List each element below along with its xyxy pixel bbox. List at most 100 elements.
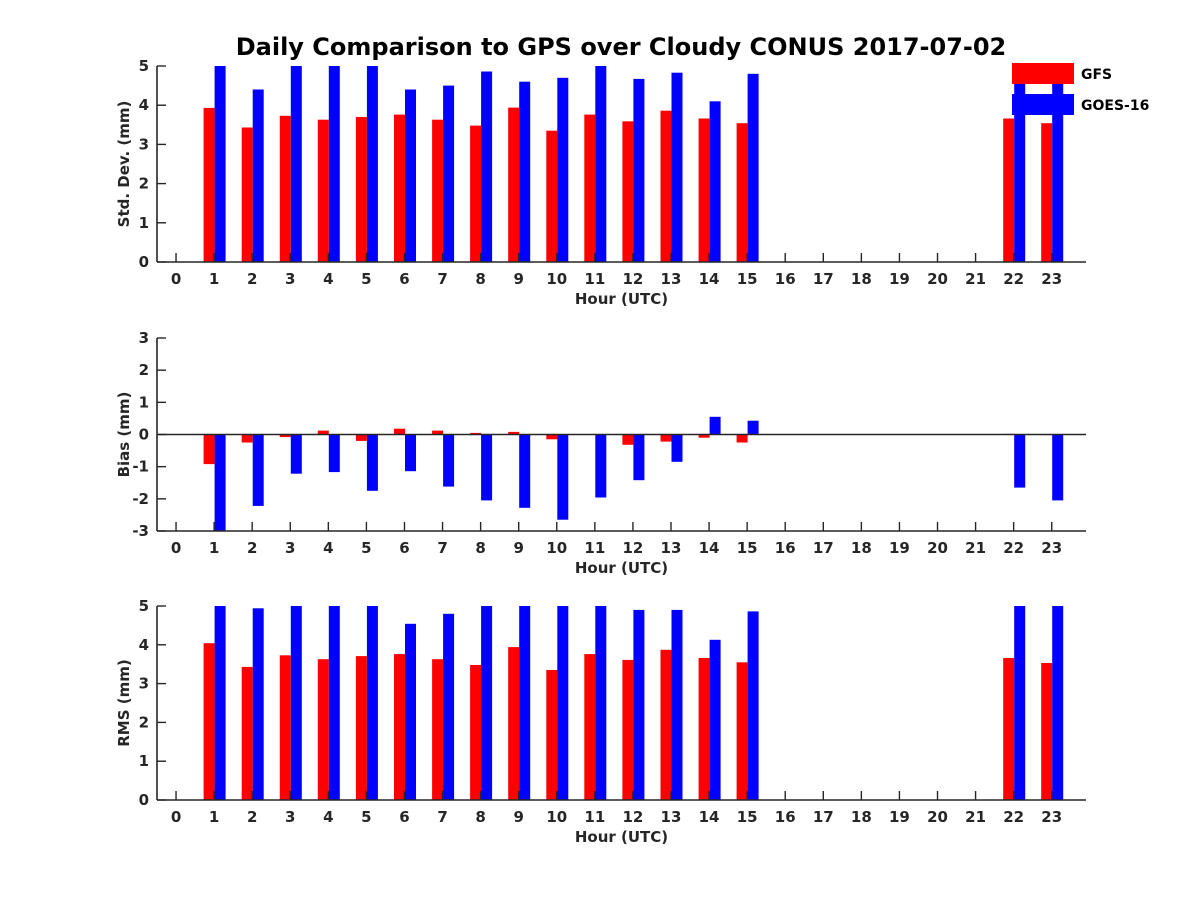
x-tick-label: 6 (399, 539, 409, 557)
x-tick-label: 2 (247, 270, 257, 288)
x-tick-label: 6 (399, 808, 409, 826)
bar-goes-16-7 (443, 434, 455, 487)
bar-goes-16-22 (1014, 606, 1026, 800)
x-tick-label: 14 (699, 808, 720, 826)
y-tick-label: 3 (139, 135, 149, 153)
x-tick-label: 15 (737, 808, 758, 826)
x-tick-label: 12 (622, 270, 643, 288)
bar-goes-16-2 (252, 608, 264, 800)
x-tick-label: 8 (475, 539, 485, 557)
bar-goes-16-3 (290, 434, 302, 474)
x-tick-label: 20 (927, 539, 948, 557)
bar-goes-16-10 (557, 434, 569, 520)
x-tick-label: 5 (361, 539, 371, 557)
x-tick-label: 20 (927, 808, 948, 826)
x-tick-label: 23 (1041, 270, 1062, 288)
x-axis-label: Hour (UTC) (575, 290, 668, 308)
x-tick-label: 10 (546, 808, 567, 826)
bar-goes-16-4 (328, 606, 340, 800)
bar-goes-16-15 (747, 73, 759, 262)
x-tick-label: 3 (285, 808, 295, 826)
bar-goes-16-10 (557, 77, 569, 262)
bar-goes-16-5 (366, 606, 378, 800)
x-tick-label: 9 (513, 539, 523, 557)
legend: GFS GOES-16 (1012, 63, 1149, 115)
x-tick-label: 4 (323, 808, 333, 826)
x-tick-label: 21 (965, 270, 986, 288)
bar-goes-16-9 (519, 606, 531, 800)
x-tick-label: 7 (437, 539, 447, 557)
bar-goes-16-8 (481, 606, 493, 800)
bar-gfs-11 (584, 654, 596, 800)
bar-gfs-13 (660, 649, 672, 800)
bar-goes-16-3 (290, 66, 302, 262)
y-axis-label: Std. Dev. (mm) (115, 101, 133, 228)
bar-gfs-2 (241, 666, 253, 800)
bar-goes-16-13 (671, 72, 683, 262)
bar-gfs-13 (660, 110, 672, 262)
x-tick-label: 19 (889, 539, 910, 557)
y-tick-label: 1 (139, 393, 149, 411)
bar-goes-16-11 (595, 606, 607, 800)
x-tick-label: 22 (1003, 270, 1024, 288)
bar-goes-16-15 (747, 611, 759, 800)
bar-goes-16-12 (633, 78, 645, 263)
bar-gfs-6 (394, 654, 405, 800)
bar-gfs-14 (698, 434, 710, 438)
x-tick-label: 16 (775, 808, 796, 826)
y-tick-label: -1 (132, 458, 149, 476)
x-tick-label: 9 (513, 270, 523, 288)
bar-goes-16-2 (252, 89, 264, 262)
x-tick-label: 4 (323, 539, 333, 557)
bar-gfs-5 (355, 434, 367, 441)
bar-goes-16-11 (595, 434, 607, 498)
bar-goes-16-6 (405, 434, 416, 472)
bar-goes-16-14 (709, 416, 721, 435)
bar-goes-16-23 (1052, 66, 1064, 262)
bar-goes-16-1 (214, 66, 226, 262)
x-tick-label: 16 (775, 539, 796, 557)
bar-gfs-11 (584, 114, 596, 262)
y-tick-label: 0 (139, 791, 149, 809)
bar-gfs-12 (622, 434, 634, 445)
legend-swatch-goes-16 (1012, 94, 1074, 115)
y-tick-label: 0 (139, 253, 149, 271)
x-tick-label: 19 (889, 808, 910, 826)
y-tick-label: 5 (139, 597, 149, 615)
bar-gfs-6 (394, 114, 405, 262)
bar-gfs-15 (736, 434, 748, 443)
bar-gfs-14 (698, 118, 710, 262)
bar-gfs-9 (508, 431, 520, 435)
x-tick-label: 22 (1003, 808, 1024, 826)
x-tick-label: 8 (475, 270, 485, 288)
x-tick-label: 11 (584, 270, 605, 288)
x-tick-label: 7 (437, 808, 447, 826)
bar-gfs-3 (279, 655, 291, 800)
bar-gfs-5 (355, 656, 367, 800)
y-axis-label: RMS (mm) (115, 659, 133, 746)
x-tick-label: 14 (699, 539, 720, 557)
x-tick-label: 0 (171, 270, 181, 288)
bar-gfs-1 (203, 434, 215, 465)
bar-gfs-4 (317, 119, 329, 262)
x-tick-label: 21 (965, 808, 986, 826)
bar-gfs-15 (736, 123, 748, 262)
y-tick-label: 4 (139, 636, 149, 654)
x-axis-label: Hour (UTC) (575, 559, 668, 577)
bar-goes-16-4 (328, 434, 340, 473)
x-tick-label: 11 (584, 539, 605, 557)
bar-gfs-10 (546, 670, 558, 800)
x-tick-label: 13 (661, 808, 682, 826)
bar-gfs-4 (317, 659, 329, 800)
x-tick-label: 0 (171, 808, 181, 826)
y-axis-label: Bias (mm) (115, 392, 133, 478)
x-tick-label: 18 (851, 539, 872, 557)
x-tick-label: 15 (737, 539, 758, 557)
bar-goes-16-7 (443, 85, 455, 262)
bar-gfs-2 (241, 127, 253, 262)
x-tick-label: 15 (737, 270, 758, 288)
